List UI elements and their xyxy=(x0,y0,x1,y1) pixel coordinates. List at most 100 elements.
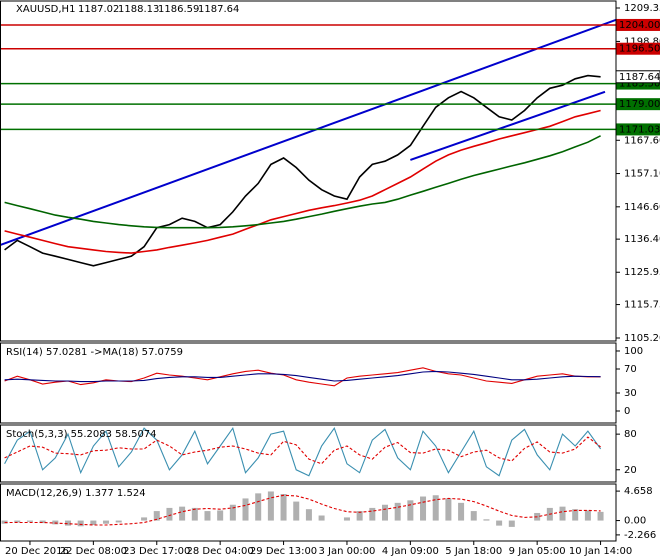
series-line xyxy=(4,494,601,526)
histogram-bar xyxy=(382,504,388,521)
histogram-bar xyxy=(255,493,262,521)
histogram-bar xyxy=(103,520,110,524)
series-line xyxy=(4,74,601,267)
histogram-bar xyxy=(318,515,325,521)
histogram-bar xyxy=(267,491,274,521)
histogram-bar xyxy=(458,502,465,521)
histogram-bar xyxy=(90,520,97,525)
histogram-bar xyxy=(445,498,452,521)
panel-frame xyxy=(0,0,617,342)
series-line xyxy=(4,135,601,229)
level-label-box xyxy=(616,123,660,136)
y-tick-label: 100 xyxy=(624,346,643,357)
histogram-bar xyxy=(26,520,33,522)
panel-plot xyxy=(0,18,616,267)
symbol-title: XAUUSD,H1 xyxy=(16,4,75,15)
y-tick-label: 4.658 xyxy=(624,486,653,497)
y-tick-label: 1198.80 xyxy=(624,36,660,47)
x-tick-label: 22 Dec 08:00 xyxy=(60,546,127,557)
last-price-label: 1187.64 xyxy=(619,72,660,83)
histogram-bar xyxy=(496,520,503,526)
y-tick-label: 30 xyxy=(624,388,637,399)
histogram-bar xyxy=(153,511,160,521)
panel-plot xyxy=(4,367,601,387)
y-tick-label: 1125.95 xyxy=(624,267,660,278)
level-label: 1196.50 xyxy=(619,44,660,55)
histogram-bar xyxy=(597,511,604,521)
histogram-bar xyxy=(356,511,363,521)
x-tick-label: 10 Jan 14:00 xyxy=(569,546,632,557)
panel-plot xyxy=(4,426,602,477)
level-label: 1185.50 xyxy=(619,79,660,90)
histogram-bar xyxy=(483,519,490,521)
y-tick-label: 0 xyxy=(624,406,630,417)
histogram-bar xyxy=(166,507,173,521)
histogram-bar xyxy=(217,510,224,521)
series-line xyxy=(4,436,601,465)
y-tick-label: 1115.75 xyxy=(624,300,660,311)
histogram-bar xyxy=(293,501,300,521)
indicator-title: RSI(14) 57.0281 ->MA(18) 57.0759 xyxy=(6,347,183,358)
level-label-box xyxy=(616,18,660,31)
histogram-bar xyxy=(559,506,566,521)
histogram-bar xyxy=(432,495,439,521)
y-tick-label: -2.266 xyxy=(624,530,656,541)
histogram-bar xyxy=(343,517,350,521)
x-tick-label: 4 Jan 09:00 xyxy=(382,546,439,557)
histogram-bar xyxy=(470,511,477,521)
indicator-title: MACD(12,26,9) 1.377 1.524 xyxy=(6,488,146,499)
trendline xyxy=(0,18,616,246)
indicator-title: Stoch(5,3,3) 55.2083 58.5074 xyxy=(6,429,157,440)
histogram-bar xyxy=(179,506,186,521)
series-line xyxy=(4,426,602,477)
histogram-bar xyxy=(572,509,579,521)
histogram-bar xyxy=(407,500,414,521)
panel-plot xyxy=(1,491,604,527)
y-tick-label: 80 xyxy=(624,429,637,440)
y-tick-label: 20 xyxy=(624,465,637,476)
histogram-bar xyxy=(584,510,591,521)
histogram-bar xyxy=(141,517,148,521)
y-tick-label: 0.00 xyxy=(624,516,646,527)
panel-frame xyxy=(0,483,617,542)
histogram-bar xyxy=(369,507,376,521)
x-tick-label: 28 Dec 04:00 xyxy=(187,546,254,557)
level-label-box xyxy=(616,98,660,111)
histogram-bar xyxy=(115,520,122,523)
histogram-bar xyxy=(280,493,287,521)
histogram-bar xyxy=(394,502,401,521)
y-tick-label: 1105.20 xyxy=(624,333,660,344)
ohlc-value: 1187.64 xyxy=(198,4,239,15)
histogram-bar xyxy=(204,511,211,521)
level-label: 1179.00 xyxy=(619,99,660,110)
y-tick-label: 1209.35 xyxy=(624,3,660,14)
x-tick-label: 5 Jan 18:00 xyxy=(445,546,502,557)
y-tick-label: 1136.40 xyxy=(624,234,660,245)
level-label: 1171.03 xyxy=(619,124,660,135)
series-line xyxy=(4,367,601,387)
histogram-bar xyxy=(229,504,236,521)
histogram-bar xyxy=(65,520,71,526)
histogram-bar xyxy=(39,520,46,524)
level-label: 1204.00 xyxy=(619,20,660,31)
ohlc-value: 1186.59 xyxy=(158,4,199,15)
ohlc-value: 1187.02 xyxy=(78,4,119,15)
histogram-bar xyxy=(14,520,21,523)
histogram-bar xyxy=(305,509,312,521)
panel-frame xyxy=(0,424,617,483)
y-tick-label: 1146.60 xyxy=(624,202,660,213)
histogram-bar xyxy=(508,520,515,527)
histogram-bar xyxy=(52,520,59,525)
x-tick-label: 9 Jan 05:00 xyxy=(509,546,566,557)
histogram-bar xyxy=(77,520,84,527)
x-tick-label: 20 Dec 2016 xyxy=(5,546,69,557)
y-tick-label: 1157.10 xyxy=(624,169,660,180)
ohlc-value: 1188.13 xyxy=(118,4,159,15)
panel-frame xyxy=(0,342,617,424)
level-label-box xyxy=(616,42,660,55)
trendline xyxy=(410,90,606,161)
series-line xyxy=(4,109,601,254)
y-tick-label: 70 xyxy=(624,364,637,375)
